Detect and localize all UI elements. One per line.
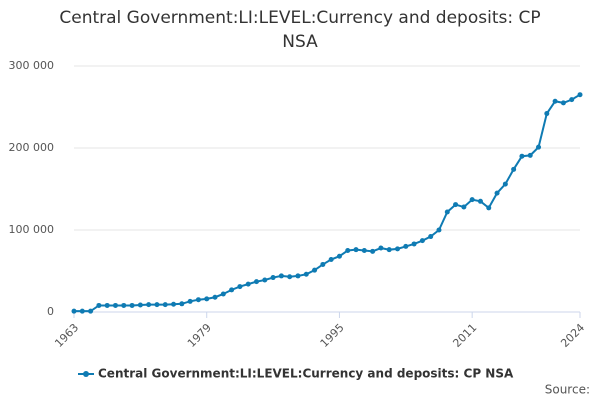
data-point <box>502 181 508 187</box>
data-point <box>253 279 259 285</box>
data-point <box>137 302 143 308</box>
data-point <box>361 248 367 253</box>
data-point <box>229 287 235 293</box>
data-point <box>511 166 517 172</box>
y-tick-label: 0 <box>47 305 54 318</box>
y-tick-label: 200 000 <box>9 141 55 154</box>
data-point <box>419 238 425 244</box>
data-point <box>71 308 77 314</box>
data-point <box>444 209 450 215</box>
y-tick-label: 100 000 <box>9 223 55 236</box>
data-point <box>353 247 359 253</box>
data-point <box>262 277 268 283</box>
data-point <box>245 281 251 287</box>
data-point <box>411 241 417 247</box>
data-point <box>96 302 102 308</box>
x-tick-label: 1979 <box>185 321 214 350</box>
data-point <box>336 253 342 259</box>
data-point <box>162 302 168 308</box>
data-point <box>370 248 376 254</box>
data-point <box>187 298 193 304</box>
data-point <box>519 153 525 159</box>
data-point <box>477 198 483 204</box>
data-point <box>312 267 318 273</box>
data-point <box>112 302 118 308</box>
data-point <box>436 227 442 233</box>
chart-title: Central Government:LI:LEVEL:Currency and… <box>59 8 541 52</box>
data-point <box>270 275 276 281</box>
data-point <box>386 247 392 253</box>
data-point <box>146 302 152 308</box>
data-point <box>544 111 550 117</box>
data-point <box>154 302 160 308</box>
data-point <box>403 243 409 249</box>
data-point <box>395 246 401 252</box>
legend-label: Central Government:LI:LEVEL:Currency and… <box>98 367 514 381</box>
data-point <box>345 248 351 253</box>
legend-marker <box>83 371 89 377</box>
data-point <box>428 234 434 240</box>
x-tick-label: 2011 <box>450 321 479 350</box>
data-point <box>320 261 326 267</box>
data-point <box>171 301 177 307</box>
data-point <box>195 297 201 303</box>
data-point <box>204 296 210 302</box>
data-point <box>552 98 558 104</box>
data-point <box>527 152 533 158</box>
data-point <box>577 92 583 98</box>
data-point <box>303 271 309 277</box>
data-point <box>129 302 135 308</box>
data-point <box>378 245 384 251</box>
data-point <box>469 197 475 203</box>
data-point <box>79 308 85 314</box>
data-point <box>287 274 293 280</box>
data-point <box>278 273 284 279</box>
data-point <box>461 204 467 210</box>
data-point <box>536 144 542 150</box>
data-point <box>560 100 566 106</box>
data-point <box>179 301 185 307</box>
legend-item: Central Government:LI:LEVEL:Currency and… <box>78 367 514 381</box>
data-point <box>212 294 218 300</box>
data-point <box>121 302 127 308</box>
x-tick-label: 2024 <box>558 321 587 350</box>
data-point <box>237 284 243 290</box>
x-tick-label: 1963 <box>52 321 81 350</box>
data-point <box>88 308 94 314</box>
data-point <box>220 291 226 297</box>
y-tick-label: 300 000 <box>9 59 55 72</box>
data-point <box>328 257 334 263</box>
data-point <box>295 273 301 279</box>
data-point <box>486 205 492 211</box>
data-point <box>453 202 459 208</box>
data-point <box>104 302 110 308</box>
data-point <box>494 190 500 196</box>
source: Source: <box>545 383 590 397</box>
data-point <box>569 97 575 103</box>
series-line <box>74 93 581 313</box>
x-tick-label: 1995 <box>318 321 347 350</box>
